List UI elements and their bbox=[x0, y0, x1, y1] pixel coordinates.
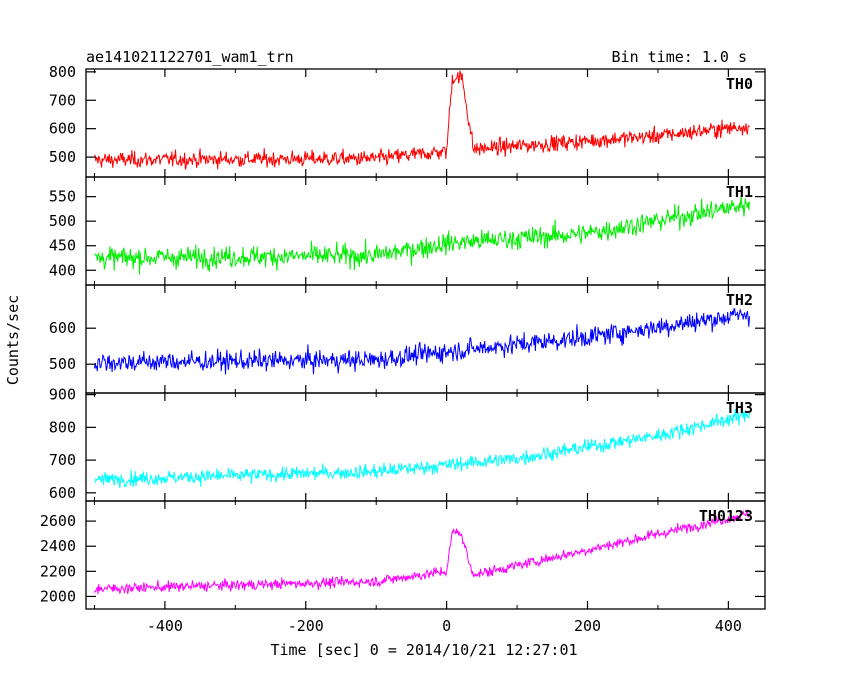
y-tick-label: 2000 bbox=[40, 587, 76, 605]
panel-frame-th0123 bbox=[85, 500, 766, 610]
panel-label-th0: TH0 bbox=[726, 75, 753, 93]
panel-frame-th1 bbox=[85, 176, 766, 286]
y-tick-label: 2600 bbox=[40, 512, 76, 530]
x-tick-label: -200 bbox=[288, 617, 324, 635]
x-tick-label: -400 bbox=[147, 617, 183, 635]
y-tick-label: 700 bbox=[49, 451, 76, 469]
series-line-th3 bbox=[94, 408, 750, 489]
y-tick-label: 600 bbox=[49, 120, 76, 138]
y-tick-label: 400 bbox=[49, 261, 76, 279]
series-line-th2 bbox=[94, 308, 750, 375]
y-axis-label: Counts/sec bbox=[4, 295, 22, 385]
series-line-th1 bbox=[94, 195, 750, 275]
panel-label-th2: TH2 bbox=[726, 291, 753, 309]
chart-title: ae141021122701_wam1_trn bbox=[86, 48, 294, 66]
y-tick-label: 500 bbox=[49, 212, 76, 230]
y-tick-label: 900 bbox=[49, 386, 76, 404]
y-tick-label: 2200 bbox=[40, 562, 76, 580]
y-tick-label: 500 bbox=[49, 148, 76, 166]
panel-label-th1: TH1 bbox=[726, 183, 753, 201]
panel-frame-th0 bbox=[85, 68, 766, 178]
y-tick-label: 600 bbox=[49, 484, 76, 502]
x-tick-label: 200 bbox=[574, 617, 601, 635]
y-tick-label: 600 bbox=[49, 319, 76, 337]
panel-frame-th3 bbox=[85, 392, 766, 502]
y-tick-label: 700 bbox=[49, 91, 76, 109]
panel-frame-th2 bbox=[85, 284, 766, 394]
bin-time-label: Bin time: 1.0 s bbox=[612, 48, 747, 66]
x-tick-label: 0 bbox=[442, 617, 451, 635]
y-tick-label: 550 bbox=[49, 188, 76, 206]
panel-label-th3: TH3 bbox=[726, 399, 753, 417]
x-tick-label: 400 bbox=[715, 617, 742, 635]
series-line-th0123 bbox=[94, 509, 750, 595]
series-line-th0 bbox=[94, 70, 750, 171]
panels-group: 500 600 700 800 TH0 400 450 500 550 TH1 500 600 TH2 6… bbox=[40, 63, 766, 635]
y-tick-label: 2400 bbox=[40, 537, 76, 555]
y-tick-label: 450 bbox=[49, 237, 76, 255]
y-tick-label: 800 bbox=[49, 63, 76, 81]
y-tick-label: 800 bbox=[49, 418, 76, 436]
y-tick-label: 500 bbox=[49, 355, 76, 373]
panel-label-th0123: TH0123 bbox=[699, 507, 753, 525]
x-axis-label: Time [sec] 0 = 2014/10/21 12:27:01 bbox=[270, 641, 577, 659]
